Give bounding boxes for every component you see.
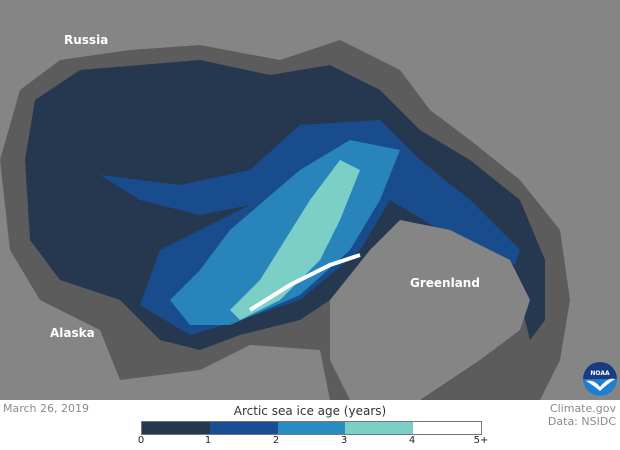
legend-tick: 2 (272, 435, 280, 446)
greenland-landmass (330, 220, 530, 400)
legend-bin-1-2 (209, 422, 278, 434)
legend-tick: 5+ (473, 435, 489, 446)
date-label: March 26, 2019 (3, 402, 90, 415)
ice-4plus-yr (248, 253, 361, 312)
legend-color-bar (141, 421, 482, 435)
svg-text:NOAA: NOAA (590, 370, 610, 377)
legend-bin-2-3 (277, 422, 346, 434)
noaa-logo: NOAA (583, 362, 617, 396)
credit: Climate.gov Data: NSIDC (548, 402, 616, 428)
credit-source: Climate.gov (549, 402, 616, 415)
credit-data: Data: NSIDC (547, 415, 616, 428)
label-alaska: Alaska (50, 326, 95, 340)
label-russia: Russia (64, 33, 109, 47)
legend-bin-4-5 (413, 422, 481, 434)
label-greenland: Greenland (410, 276, 480, 290)
legend-tick: 4 (408, 435, 416, 446)
legend-bin-0-1 (142, 422, 210, 434)
legend-title: Arctic sea ice age (years) (233, 404, 387, 418)
sea-ice-map (0, 0, 620, 400)
ice-3-4yr (230, 160, 360, 320)
legend-bin-3-4 (345, 422, 414, 434)
legend-tick: 3 (340, 435, 348, 446)
legend-tick: 1 (204, 435, 212, 446)
legend-tick: 0 (137, 435, 145, 446)
